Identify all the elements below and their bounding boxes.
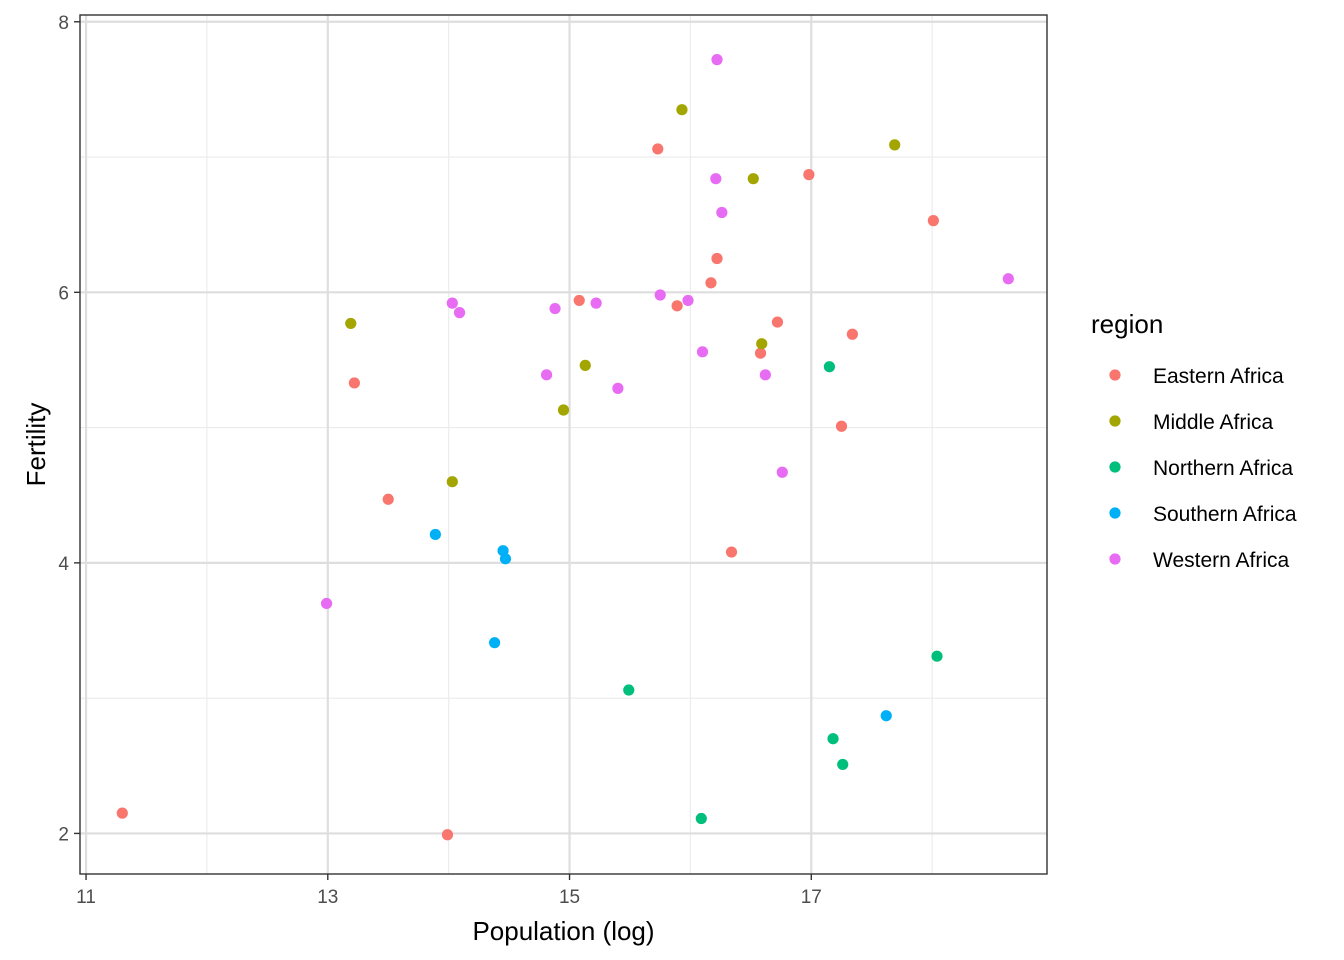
- data-point-middle-africa: [345, 317, 357, 330]
- data-point-middle-africa: [557, 404, 570, 416]
- data-point-eastern-africa: [705, 277, 717, 289]
- data-point-eastern-africa: [671, 300, 683, 312]
- data-point-middle-africa: [889, 139, 901, 151]
- plot-panel: [80, 15, 1047, 874]
- data-point-western-africa: [320, 597, 333, 610]
- data-point-eastern-africa: [573, 294, 585, 307]
- x-axis-title: Population (log): [472, 916, 654, 946]
- data-point-western-africa: [453, 307, 466, 319]
- data-point-northern-africa: [823, 361, 836, 373]
- plot-panel-border: [79, 14, 1048, 875]
- data-point-southern-africa: [489, 637, 501, 649]
- legend-key: [1109, 507, 1121, 519]
- legend-label: Southern Africa: [1153, 503, 1297, 526]
- data-point-eastern-africa: [348, 377, 360, 389]
- legend-key: [1109, 553, 1121, 565]
- legend-label: Eastern Africa: [1153, 365, 1284, 388]
- data-point-western-africa: [612, 382, 624, 394]
- data-point-western-africa: [1002, 273, 1014, 285]
- y-axis-title: Fertility: [21, 403, 51, 487]
- data-point-northern-africa: [931, 650, 943, 662]
- data-point-eastern-africa: [382, 493, 394, 505]
- legend: region Eastern Africa Middle Africa Northe…: [1091, 309, 1297, 572]
- data-point-western-africa: [590, 297, 602, 309]
- data-point-western-africa: [710, 173, 722, 185]
- x-tick-label: 17: [801, 887, 822, 908]
- data-point-western-africa: [716, 206, 728, 219]
- major-gridlines: [80, 15, 1047, 874]
- data-point-northern-africa: [695, 812, 707, 825]
- data-point-eastern-africa: [803, 169, 815, 181]
- data-point-eastern-africa: [754, 347, 767, 359]
- y-tick-label: 8: [58, 13, 69, 34]
- data-point-middle-africa: [446, 476, 458, 488]
- legend-key: [1109, 461, 1121, 473]
- data-point-eastern-africa: [835, 420, 848, 432]
- x-tick-label: 13: [317, 887, 338, 908]
- x-tick-label: 15: [559, 887, 580, 908]
- minor-gridlines: [80, 15, 1047, 874]
- data-point-southern-africa: [429, 528, 441, 541]
- legend-key: [1109, 415, 1121, 427]
- data-point-eastern-africa: [711, 252, 723, 265]
- legend-key: [1109, 369, 1121, 381]
- data-point-northern-africa: [623, 684, 635, 696]
- data-point-western-africa: [446, 297, 458, 309]
- data-point-western-africa: [540, 369, 553, 381]
- legend-label: Middle Africa: [1153, 411, 1274, 434]
- data-point-western-africa: [776, 466, 788, 478]
- data-point-eastern-africa: [441, 829, 454, 841]
- data-point-eastern-africa: [927, 215, 939, 227]
- data-point-eastern-africa: [846, 328, 858, 340]
- data-point-eastern-africa: [652, 143, 664, 155]
- data-point-middle-africa: [747, 173, 759, 185]
- y-tick-label: 2: [58, 824, 69, 845]
- data-point-middle-africa: [676, 104, 688, 116]
- legend-items: Eastern Africa Middle Africa Northern Afri…: [1109, 365, 1297, 572]
- legend-label: Northern Africa: [1153, 457, 1293, 480]
- data-points: [116, 54, 1014, 841]
- legend-title: region: [1091, 309, 1163, 339]
- data-point-southern-africa: [499, 553, 512, 565]
- data-point-eastern-africa: [116, 807, 128, 819]
- data-point-western-africa: [654, 289, 666, 301]
- data-point-middle-africa: [579, 359, 591, 371]
- data-point-western-africa: [682, 294, 694, 307]
- y-tick-label: 6: [58, 283, 69, 304]
- data-point-western-africa: [759, 369, 771, 381]
- data-point-western-africa: [696, 346, 709, 358]
- data-point-southern-africa: [880, 710, 892, 722]
- data-point-northern-africa: [827, 733, 839, 745]
- data-point-eastern-africa: [725, 546, 738, 558]
- data-point-northern-africa: [837, 758, 849, 771]
- data-point-eastern-africa: [771, 316, 784, 328]
- legend-label: Western Africa: [1153, 549, 1289, 572]
- data-point-middle-africa: [756, 338, 768, 350]
- y-axis: 2 4 6 8: [58, 13, 80, 845]
- x-tick-label: 11: [76, 887, 96, 908]
- data-point-western-africa: [711, 54, 723, 66]
- x-axis: 11 13 15 17: [76, 874, 822, 908]
- y-tick-label: 4: [58, 554, 69, 575]
- data-point-western-africa: [549, 302, 561, 315]
